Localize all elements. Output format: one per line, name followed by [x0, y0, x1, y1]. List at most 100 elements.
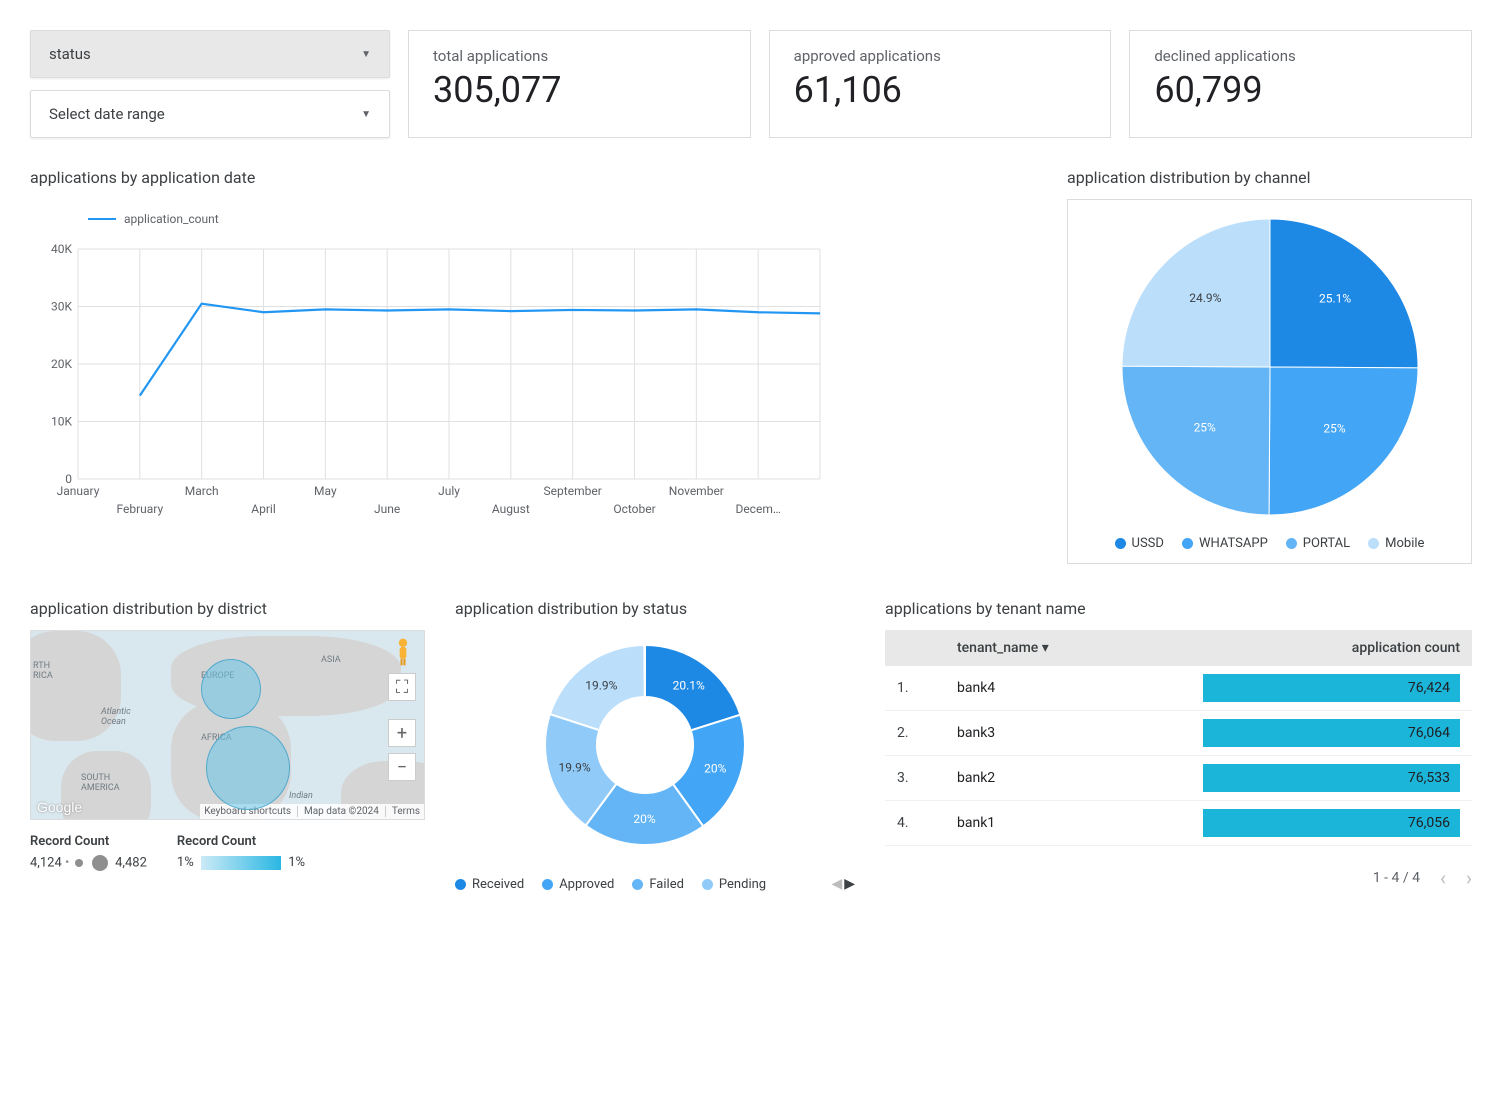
prev-page-button[interactable]: ‹: [1440, 866, 1446, 890]
legend-item[interactable]: Mobile: [1368, 536, 1424, 551]
metric-label: total applications: [433, 47, 726, 65]
metric-declined: declined applications 60,799: [1129, 30, 1472, 138]
table-title: applications by tenant name: [885, 599, 1472, 618]
legend-next-button[interactable]: ▶: [844, 876, 855, 892]
legend-item[interactable]: Approved: [542, 877, 614, 892]
map-legends: Record Count 4,124 • 4,482 Record Count …: [30, 834, 425, 871]
map[interactable]: ⛶ + − Keyboard shortcuts Map data ©2024 …: [30, 630, 425, 820]
donut-chart: 20.1%20%20%19.9%19.9%: [455, 630, 835, 860]
svg-text:19.9%: 19.9%: [558, 761, 590, 775]
pie-legend: USSD WHATSAPP PORTAL Mobile: [1080, 536, 1459, 551]
zoom-in-button[interactable]: +: [388, 719, 416, 747]
svg-text:25.1%: 25.1%: [1319, 291, 1351, 305]
filters: status ▼ Select date range ▼: [30, 30, 390, 138]
swatch-icon: [455, 879, 466, 890]
swatch-icon: [1115, 538, 1126, 549]
donut-legend: Received Approved Failed Pending ◀▶: [455, 876, 855, 892]
pie-title: application distribution by channel: [1067, 168, 1472, 187]
google-logo: Google: [37, 799, 82, 815]
tenant-table: tenant_name ▾ application count 1. bank4…: [885, 630, 1472, 846]
svg-text:application_count: application_count: [124, 212, 219, 226]
top-row: status ▼ Select date range ▼ total appli…: [30, 30, 1472, 138]
pie-chart: 25.1%25%25%24.9%: [1080, 212, 1460, 522]
metric-approved: approved applications 61,106: [769, 30, 1112, 138]
status-dropdown-label: status: [49, 45, 91, 63]
line-chart-title: applications by application date: [30, 168, 1037, 187]
map-copyright: Map data ©2024: [297, 806, 379, 817]
metric-total: total applications 305,077: [408, 30, 751, 138]
gradient-icon: [201, 856, 281, 870]
legend-item[interactable]: WHATSAPP: [1182, 536, 1268, 551]
legend-item[interactable]: USSD: [1115, 536, 1164, 551]
map-label: Atlantic Ocean: [101, 707, 131, 727]
table-row[interactable]: 1. bank4 76,424: [885, 666, 1472, 711]
metric-value: 61,106: [794, 69, 1087, 111]
legend-pager: ◀▶: [831, 876, 855, 892]
svg-text:24.9%: 24.9%: [1189, 291, 1221, 305]
svg-text:January: January: [57, 484, 100, 498]
svg-text:July: July: [438, 484, 460, 498]
chevron-down-icon: ▼: [361, 49, 371, 60]
status-dropdown[interactable]: status ▼: [30, 30, 390, 78]
dot-icon: [92, 855, 108, 871]
svg-text:20%: 20%: [704, 761, 726, 775]
daterange-dropdown-label: Select date range: [49, 105, 165, 123]
sort-icon: ▾: [1042, 640, 1049, 656]
map-label: ASIA: [321, 655, 341, 665]
legend-item[interactable]: Pending: [702, 877, 766, 892]
map-section: application distribution by district ⛶ +…: [30, 599, 425, 892]
chevron-down-icon: ▼: [361, 109, 371, 120]
svg-text:10K: 10K: [51, 415, 72, 429]
svg-text:Decem…: Decem…: [735, 502, 780, 516]
dot-icon: [75, 859, 83, 867]
pegman-icon[interactable]: [392, 637, 414, 667]
svg-text:August: August: [492, 502, 530, 516]
daterange-dropdown[interactable]: Select date range ▼: [30, 90, 390, 138]
legend-prev-button[interactable]: ◀: [831, 876, 842, 892]
legend-item[interactable]: PORTAL: [1286, 536, 1350, 551]
svg-text:April: April: [251, 502, 275, 516]
svg-text:20K: 20K: [51, 357, 72, 371]
svg-text:25%: 25%: [1323, 421, 1345, 435]
svg-text:20%: 20%: [633, 812, 655, 826]
table-row[interactable]: 2. bank3 76,064: [885, 711, 1472, 756]
svg-text:November: November: [669, 484, 724, 498]
legend-item[interactable]: Received: [455, 877, 524, 892]
table-section: applications by tenant name tenant_name …: [885, 599, 1472, 892]
table-row[interactable]: 4. bank1 76,056: [885, 801, 1472, 846]
pager-text: 1 - 4 / 4: [1373, 870, 1420, 886]
metric-value: 305,077: [433, 69, 726, 111]
svg-text:May: May: [314, 484, 337, 498]
donut-section: application distribution by status 20.1%…: [455, 599, 855, 892]
map-label: RTH RICA: [33, 661, 53, 681]
map-title: application distribution by district: [30, 599, 425, 618]
metric-label: declined applications: [1154, 47, 1447, 65]
pie-section: application distribution by channel 25.1…: [1067, 168, 1472, 564]
svg-text:40K: 40K: [51, 242, 72, 256]
svg-text:20.1%: 20.1%: [673, 678, 705, 692]
col-app-count[interactable]: application count: [1191, 630, 1472, 666]
svg-text:September: September: [544, 484, 602, 498]
table-row[interactable]: 3. bank2 76,533: [885, 756, 1472, 801]
swatch-icon: [542, 879, 553, 890]
svg-text:October: October: [613, 502, 655, 516]
pie-box: 25.1%25%25%24.9% USSDWHATSAPPPORTALMobil…: [1067, 199, 1472, 564]
table-pager: 1 - 4 / 4 ‹ ›: [885, 866, 1472, 890]
swatch-icon: [1286, 538, 1297, 549]
swatch-icon: [702, 879, 713, 890]
map-label: SOUTH AMERICA: [81, 773, 120, 793]
map-bubble[interactable]: [201, 659, 261, 719]
zoom-out-button[interactable]: −: [388, 753, 416, 781]
map-legend-color: Record Count 1% 1%: [177, 834, 305, 871]
line-chart: application_count010K20K30K40KJanuaryMar…: [30, 199, 830, 529]
svg-text:February: February: [116, 502, 163, 516]
legend-item[interactable]: Failed: [632, 877, 684, 892]
col-tenant-name[interactable]: tenant_name ▾: [945, 630, 1191, 666]
next-page-button[interactable]: ›: [1466, 866, 1472, 890]
map-label: Indian: [289, 791, 313, 801]
swatch-icon: [1368, 538, 1379, 549]
map-terms[interactable]: Terms: [385, 806, 420, 817]
map-bubble[interactable]: [206, 726, 290, 810]
metric-label: approved applications: [794, 47, 1087, 65]
fullscreen-button[interactable]: ⛶: [388, 673, 416, 701]
